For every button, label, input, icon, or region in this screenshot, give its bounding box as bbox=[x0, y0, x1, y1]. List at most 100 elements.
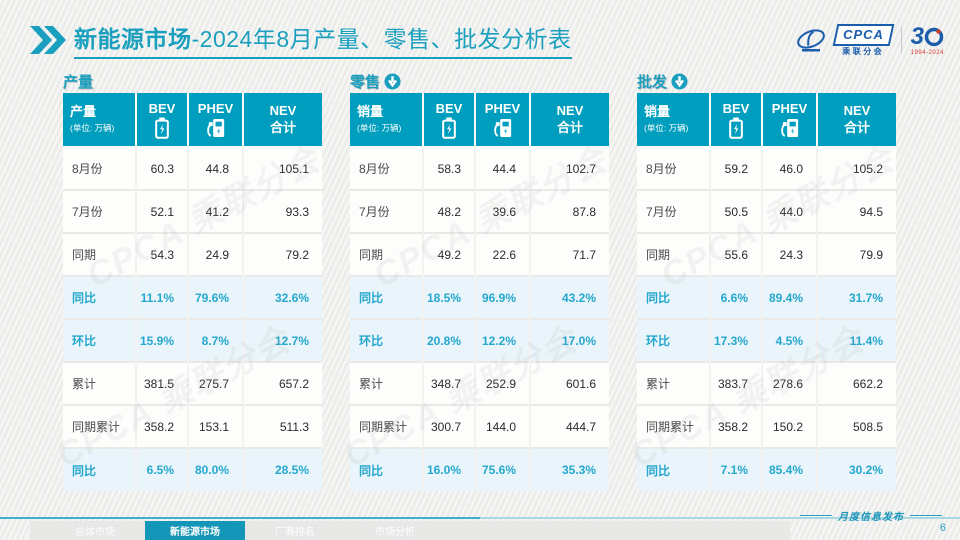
row-label: 同比 bbox=[350, 447, 423, 491]
row-label: 8月份 bbox=[350, 147, 423, 190]
footer-tab[interactable]: 总体市场 bbox=[75, 527, 115, 538]
value-phev: 12.2% bbox=[474, 318, 530, 362]
table-row: 环比 15.9% 8.7% 12.7% bbox=[63, 318, 322, 362]
logo-group: CPCA 乘联分会 3 1994-2024 bbox=[796, 24, 944, 56]
footer-tab[interactable]: 新能源市场 bbox=[145, 521, 245, 540]
page-number: 6 bbox=[939, 522, 946, 534]
retail-table: 销量 (单位: 万辆) BEV PHEV bbox=[350, 93, 609, 491]
col-nev: NEV 合计 bbox=[242, 93, 322, 148]
value-nev: 444.7 bbox=[529, 404, 609, 448]
anniversary-ring-icon bbox=[924, 27, 944, 46]
footer-tab[interactable]: 市场分析 bbox=[375, 527, 415, 538]
table-row: 8月份 58.3 44.4 102.7 bbox=[350, 147, 609, 190]
value-bev: 60.3 bbox=[135, 147, 188, 190]
value-nev: 71.7 bbox=[529, 232, 609, 276]
row-label: 8月份 bbox=[63, 147, 136, 190]
value-nev: 11.4% bbox=[816, 318, 896, 362]
note-rule-right bbox=[910, 515, 942, 516]
table-row: 环比 17.3% 4.5% 11.4% bbox=[637, 318, 896, 362]
value-phev: 79.6% bbox=[187, 275, 243, 319]
row-label: 7月份 bbox=[63, 189, 136, 233]
charging-pump-icon bbox=[781, 118, 799, 137]
table-row: 8月份 60.3 44.8 105.1 bbox=[63, 147, 322, 190]
table-header-row: 销量 (单位: 万辆) BEV PHEV bbox=[350, 93, 609, 148]
value-bev: 383.7 bbox=[709, 361, 762, 405]
row-label: 同期累计 bbox=[350, 404, 423, 448]
col-phev: PHEV bbox=[187, 93, 243, 148]
value-nev: 94.5 bbox=[816, 189, 896, 233]
value-phev: 278.6 bbox=[761, 361, 817, 405]
table-row: 同比 7.1% 85.4% 30.2% bbox=[637, 447, 896, 491]
value-phev: 89.4% bbox=[761, 275, 817, 319]
row-label: 环比 bbox=[63, 318, 136, 362]
value-phev: 150.2 bbox=[761, 404, 817, 448]
corner-unit: (单位: 万辆) bbox=[70, 122, 115, 133]
cpca-wordmark: CPCA bbox=[832, 24, 894, 46]
cpca-swoosh-icon bbox=[796, 29, 825, 52]
value-nev: 17.0% bbox=[529, 318, 609, 362]
table-row: 同比 16.0% 75.6% 35.3% bbox=[350, 447, 609, 491]
corner-unit: (单位: 万辆) bbox=[357, 122, 402, 133]
value-bev: 11.1% bbox=[135, 275, 188, 319]
charging-pump-icon bbox=[207, 118, 225, 137]
corner-cell: 销量 (单位: 万辆) bbox=[350, 93, 423, 148]
note-rule-left bbox=[800, 515, 832, 516]
value-phev: 144.0 bbox=[474, 404, 530, 448]
value-nev: 79.2 bbox=[242, 232, 322, 276]
footer-tab[interactable]: 厂商排名 bbox=[275, 527, 315, 538]
table-row: 累计 348.7 252.9 601.6 bbox=[350, 361, 609, 405]
cpca-subtitle: 乘联分会 bbox=[842, 47, 885, 56]
cpca-logo: CPCA 乘联分会 bbox=[832, 24, 894, 56]
down-arrow-icon bbox=[671, 73, 688, 90]
value-bev: 20.8% bbox=[422, 318, 475, 362]
value-nev: 12.7% bbox=[242, 318, 322, 362]
value-phev: 75.6% bbox=[474, 447, 530, 491]
value-phev: 85.4% bbox=[761, 447, 817, 491]
table-row: 7月份 52.1 41.2 93.3 bbox=[63, 189, 322, 233]
value-phev: 44.0 bbox=[761, 189, 817, 233]
row-label: 同比 bbox=[63, 447, 136, 491]
value-bev: 16.0% bbox=[422, 447, 475, 491]
value-nev: 35.3% bbox=[529, 447, 609, 491]
table-row: 同期累计 358.2 150.2 508.5 bbox=[637, 404, 896, 448]
row-label: 累计 bbox=[350, 361, 423, 405]
value-bev: 50.5 bbox=[709, 189, 762, 233]
value-nev: 662.2 bbox=[816, 361, 896, 405]
value-nev: 105.1 bbox=[242, 147, 322, 190]
charging-pump-icon bbox=[494, 118, 512, 137]
wholesale-table: 销量 (单位: 万辆) BEV PHEV bbox=[637, 93, 896, 491]
value-nev: 657.2 bbox=[242, 361, 322, 405]
page-title-bold: 新能源市场 bbox=[74, 26, 192, 52]
row-label: 同比 bbox=[63, 275, 136, 319]
section-title: 批发 bbox=[637, 74, 668, 91]
row-label: 同比 bbox=[637, 275, 710, 319]
table-row: 环比 20.8% 12.2% 17.0% bbox=[350, 318, 609, 362]
section-title: 零售 bbox=[350, 74, 381, 91]
value-phev: 22.6 bbox=[474, 232, 530, 276]
row-label: 7月份 bbox=[350, 189, 423, 233]
table-row: 同比 6.5% 80.0% 28.5% bbox=[63, 447, 322, 491]
section-production: 产量 CPCA 乘联分会 CPCA 乘联分会 产量 (单位: 万辆) BEV bbox=[51, 70, 327, 491]
col-bev: BEV bbox=[422, 93, 475, 148]
value-phev: 80.0% bbox=[187, 447, 243, 491]
value-nev: 31.7% bbox=[816, 275, 896, 319]
row-label: 7月份 bbox=[637, 189, 710, 233]
value-phev: 4.5% bbox=[761, 318, 817, 362]
footer-note-text: 月度信息发布 bbox=[838, 512, 904, 523]
value-bev: 59.2 bbox=[709, 147, 762, 190]
value-nev: 105.2 bbox=[816, 147, 896, 190]
anniversary-number: 3 bbox=[910, 22, 924, 50]
row-label: 同期累计 bbox=[63, 404, 136, 448]
value-phev: 46.0 bbox=[761, 147, 817, 190]
col-phev: PHEV bbox=[761, 93, 817, 148]
table-row: 同比 11.1% 79.6% 32.6% bbox=[63, 275, 322, 319]
table-row: 累计 381.5 275.7 657.2 bbox=[63, 361, 322, 405]
corner-cell: 销量 (单位: 万辆) bbox=[637, 93, 710, 148]
table-row: 同期 49.2 22.6 71.7 bbox=[350, 232, 609, 276]
value-nev: 87.8 bbox=[529, 189, 609, 233]
table-row: 累计 383.7 278.6 662.2 bbox=[637, 361, 896, 405]
value-bev: 58.3 bbox=[422, 147, 475, 190]
table-row: 7月份 48.2 39.6 87.8 bbox=[350, 189, 609, 233]
section-title: 产量 bbox=[63, 74, 94, 91]
